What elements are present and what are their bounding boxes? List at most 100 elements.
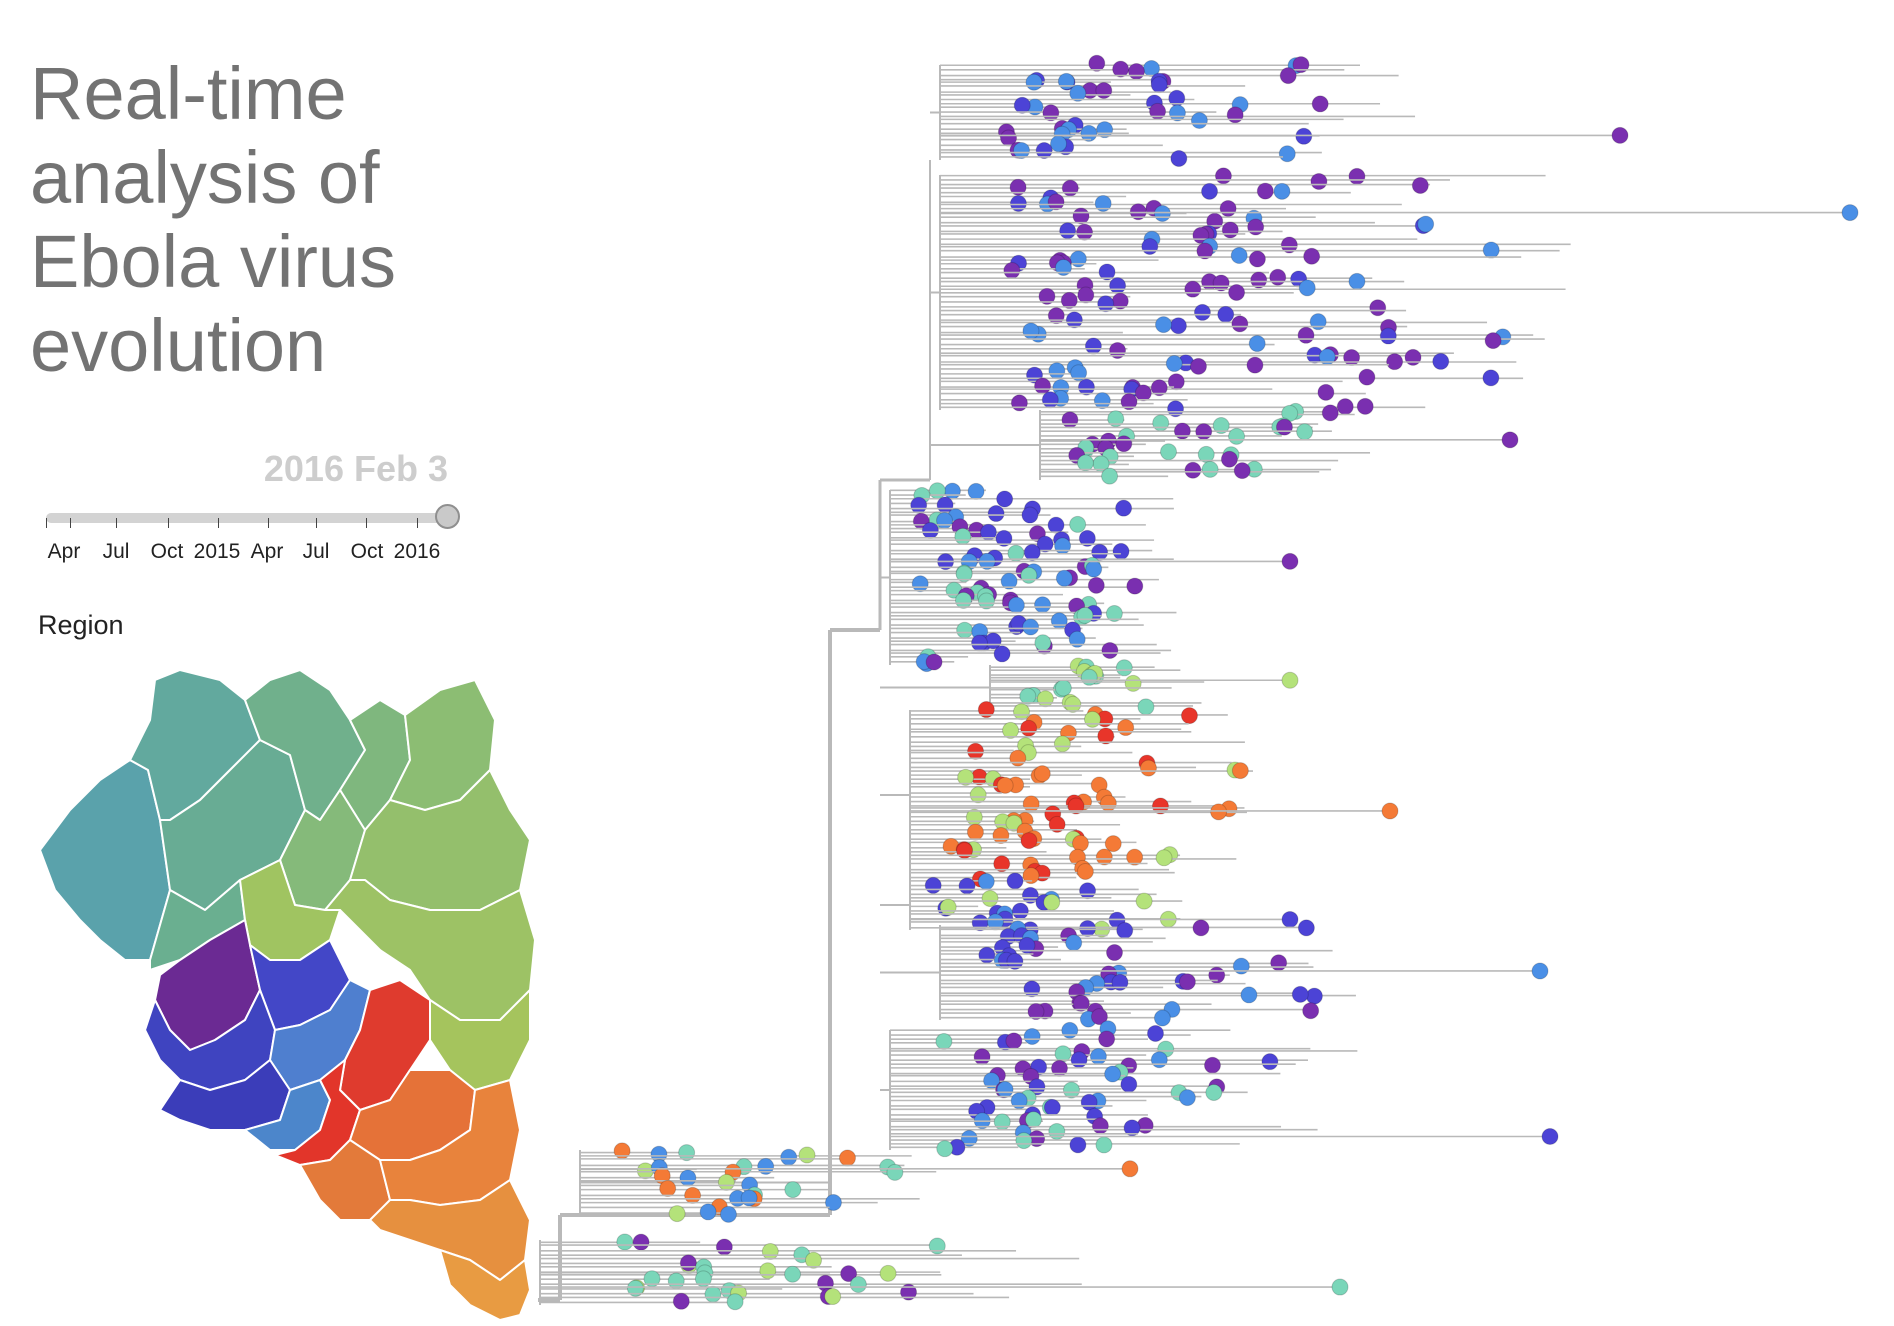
tree-tip[interactable] — [1021, 506, 1039, 524]
tree-tip[interactable] — [1047, 307, 1065, 325]
tree-tip[interactable] — [1011, 902, 1029, 920]
tree-tip[interactable] — [1432, 352, 1450, 370]
tree-tip[interactable] — [1196, 242, 1214, 260]
tree-tip[interactable] — [1034, 634, 1052, 652]
tree-tip[interactable] — [924, 876, 942, 894]
tree-tip[interactable] — [1076, 454, 1094, 472]
tree-tip[interactable] — [1061, 411, 1079, 429]
tree-tip[interactable] — [1062, 1081, 1080, 1099]
tree-tip[interactable] — [973, 1048, 991, 1066]
tree-tip[interactable] — [780, 1148, 798, 1166]
tree-tip[interactable] — [1348, 167, 1366, 185]
tree-tip[interactable] — [1079, 882, 1097, 900]
tree-tip[interactable] — [1028, 1078, 1046, 1096]
tree-tip[interactable] — [1150, 1051, 1168, 1069]
tree-tip[interactable] — [1089, 1047, 1107, 1065]
tree-tip[interactable] — [1054, 259, 1072, 277]
tree-tip[interactable] — [1057, 72, 1075, 90]
tree-tip[interactable] — [1411, 176, 1429, 194]
tree-tip[interactable] — [1023, 980, 1041, 998]
tree-tip[interactable] — [1379, 327, 1397, 345]
tree-tip[interactable] — [1228, 283, 1246, 301]
tree-tip[interactable] — [1275, 418, 1293, 436]
tree-tip[interactable] — [1270, 954, 1288, 972]
tree-tip[interactable] — [1061, 179, 1079, 197]
tree-tip[interactable] — [1404, 348, 1422, 366]
tree-tip[interactable] — [1201, 460, 1219, 478]
tree-tip[interactable] — [1076, 606, 1094, 624]
tree-tip[interactable] — [1184, 280, 1202, 298]
tree-tip[interactable] — [1205, 1083, 1223, 1101]
tree-tip[interactable] — [1134, 384, 1152, 402]
tree-tip[interactable] — [1278, 145, 1296, 163]
tree-tip[interactable] — [684, 1186, 702, 1204]
tree-tip[interactable] — [1141, 237, 1159, 255]
tree-tip[interactable] — [1146, 1024, 1164, 1042]
tree-tip[interactable] — [1281, 671, 1299, 689]
tree-tip[interactable] — [1091, 1117, 1109, 1135]
tree-tip[interactable] — [757, 1157, 775, 1175]
tree-tip[interactable] — [1105, 944, 1123, 962]
tree-tip[interactable] — [1019, 687, 1037, 705]
tree-tip[interactable] — [977, 592, 995, 610]
tree-tip[interactable] — [798, 1146, 816, 1164]
tree-tip[interactable] — [1080, 124, 1098, 142]
tree-tip[interactable] — [726, 1293, 744, 1311]
tree-tip[interactable] — [840, 1265, 858, 1283]
tree-tip[interactable] — [958, 877, 976, 895]
tree-tip[interactable] — [1317, 383, 1335, 401]
tree-tip[interactable] — [1121, 1160, 1139, 1178]
tree-tip[interactable] — [1309, 313, 1327, 331]
tree-tip[interactable] — [1022, 618, 1040, 636]
tree-tip[interactable] — [1193, 303, 1211, 321]
tree-tip[interactable] — [719, 1205, 737, 1223]
tree-tip[interactable] — [1127, 62, 1145, 80]
tree-tip[interactable] — [1041, 391, 1059, 409]
tree-tip[interactable] — [1331, 1278, 1349, 1296]
tree-tip[interactable] — [1291, 985, 1309, 1003]
tree-tip[interactable] — [1069, 84, 1087, 102]
tree-tip[interactable] — [1098, 263, 1116, 281]
tree-tip[interactable] — [1097, 727, 1115, 745]
tree-tip[interactable] — [1210, 803, 1228, 821]
tree-tip[interactable] — [1178, 973, 1196, 991]
tree-tip[interactable] — [1155, 849, 1173, 867]
tree-tip[interactable] — [1038, 287, 1056, 305]
tree-tip[interactable] — [1269, 268, 1287, 286]
tree-tip[interactable] — [995, 529, 1013, 547]
tree-tip[interactable] — [1231, 762, 1249, 780]
tree-tip[interactable] — [1305, 987, 1323, 1005]
tree-tip[interactable] — [1000, 572, 1018, 590]
tree-tip[interactable] — [1085, 560, 1103, 578]
tree-tip[interactable] — [1297, 919, 1315, 937]
tree-tip[interactable] — [1034, 596, 1052, 614]
tree-tip[interactable] — [1321, 404, 1339, 422]
tree-tip[interactable] — [1169, 317, 1187, 335]
tree-tip[interactable] — [1279, 67, 1297, 85]
tree-tip[interactable] — [1064, 695, 1082, 713]
tree-tip[interactable] — [939, 898, 957, 916]
tree-tip[interactable] — [1358, 368, 1376, 386]
tree-tip[interactable] — [1302, 1002, 1320, 1020]
tree-tip[interactable] — [626, 1279, 644, 1297]
tree-tip[interactable] — [679, 1169, 697, 1187]
tree-tip[interactable] — [1006, 952, 1024, 970]
tree-tip[interactable] — [1233, 462, 1251, 480]
tree-tip[interactable] — [1356, 397, 1374, 415]
tree-tip[interactable] — [1178, 1089, 1196, 1107]
tree-tip[interactable] — [1091, 543, 1109, 561]
tree-tip[interactable] — [1005, 814, 1023, 832]
tree-tip[interactable] — [636, 1162, 654, 1180]
tree-tip[interactable] — [1160, 443, 1178, 461]
tree-tip[interactable] — [1104, 1065, 1122, 1083]
tree-tip[interactable] — [1054, 537, 1072, 555]
slider-track[interactable] — [46, 513, 448, 523]
tree-tip[interactable] — [1212, 417, 1230, 435]
tree-tip[interactable] — [784, 1265, 802, 1283]
map-region[interactable] — [429, 989, 531, 1091]
tree-tip[interactable] — [1022, 795, 1040, 813]
tree-tip[interactable] — [717, 1173, 735, 1191]
tree-tip[interactable] — [967, 742, 985, 760]
tree-tip[interactable] — [1168, 104, 1186, 122]
tree-tip[interactable] — [1226, 106, 1244, 124]
